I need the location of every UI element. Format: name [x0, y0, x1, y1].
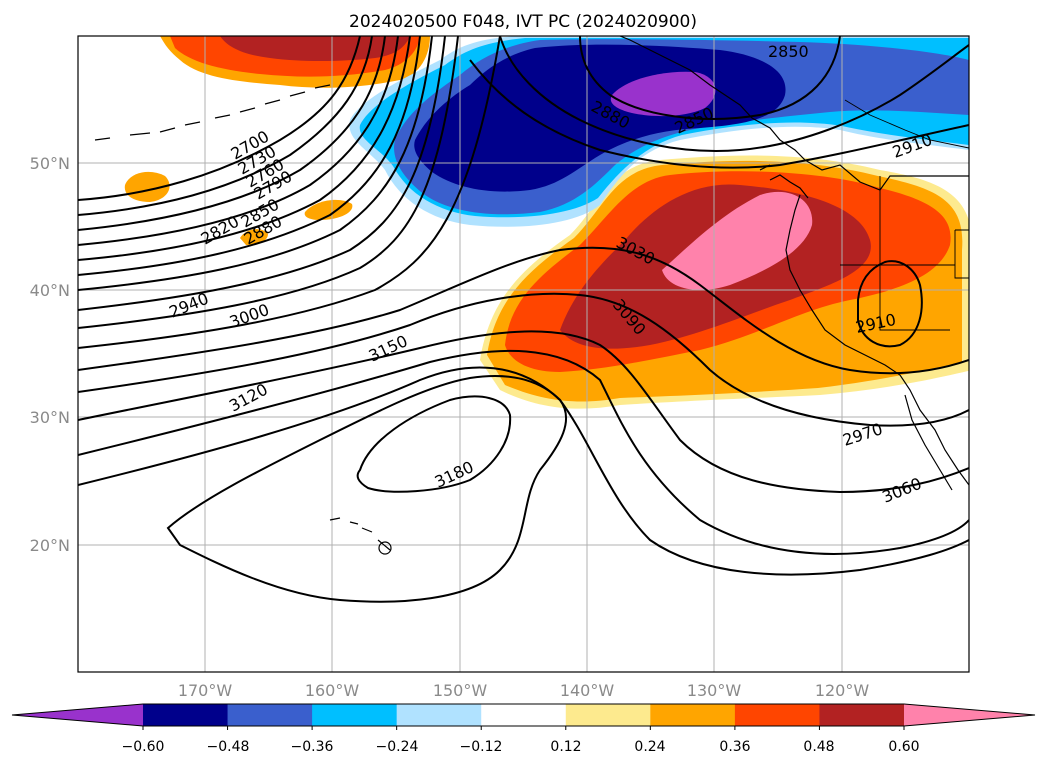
- contour-label: 2850: [768, 42, 809, 61]
- colorbar-tick-label: −0.36: [291, 739, 334, 755]
- x-tick-label: 130°W: [687, 681, 742, 700]
- negative-anomaly-field: [349, 36, 969, 227]
- colorbar-tick-label: 0.12: [550, 739, 581, 755]
- y-tick-label: 20°N: [30, 536, 70, 555]
- x-tick-label: 140°W: [560, 681, 615, 700]
- x-tick-label: 170°W: [178, 681, 233, 700]
- colorbar-segment: [819, 704, 905, 726]
- colorbar-tick-label: −0.24: [376, 739, 419, 755]
- colorbar-tick-label: 0.60: [888, 739, 919, 755]
- colorbar-tick-labels: −0.60 −0.48 −0.36 −0.24 −0.12 0.12 0.24 …: [122, 739, 920, 755]
- colorbar: [11, 703, 1036, 730]
- colorbar-segment: [143, 704, 229, 726]
- colorbar-segment: [734, 704, 820, 726]
- colorbar-tick-label: −0.48: [207, 739, 250, 755]
- colorbar-segment: [481, 704, 567, 726]
- x-tick-label: 150°W: [433, 681, 488, 700]
- colorbar-segment: [312, 704, 398, 726]
- colorbar-extend-max: [904, 704, 1035, 726]
- x-tick-label: 160°W: [305, 681, 360, 700]
- colorbar-tick-label: 0.24: [634, 739, 665, 755]
- colorbar-segment: [650, 704, 736, 726]
- colorbar-segment: [565, 704, 651, 726]
- colorbar-tick-label: 0.48: [803, 739, 834, 755]
- colorbar-segment: [396, 704, 482, 726]
- x-tick-label: 120°W: [815, 681, 870, 700]
- height-contours: [78, 36, 969, 603]
- chart-title: 2024020500 F048, IVT PC (2024020900): [349, 12, 697, 32]
- plot-frame: [77, 35, 970, 673]
- colorbar-tick-label: −0.60: [122, 739, 165, 755]
- colorbar-tick-label: −0.12: [460, 739, 503, 755]
- y-tick-label: 50°N: [30, 154, 70, 173]
- x-axis: 170°W 160°W 150°W 140°W 130°W 120°W: [178, 681, 870, 700]
- colorbar-extend-min: [12, 704, 143, 726]
- y-axis: 50°N 40°N 30°N 20°N: [30, 154, 70, 555]
- colorbar-tick-label: 0.36: [719, 739, 750, 755]
- y-tick-label: 30°N: [30, 408, 70, 427]
- colorbar-segment: [227, 704, 313, 726]
- y-tick-label: 40°N: [30, 281, 70, 300]
- plot-area: 2700 2730 2760 2790 2820 2850 2880 2940 …: [78, 36, 969, 672]
- coastlines: [94, 36, 969, 555]
